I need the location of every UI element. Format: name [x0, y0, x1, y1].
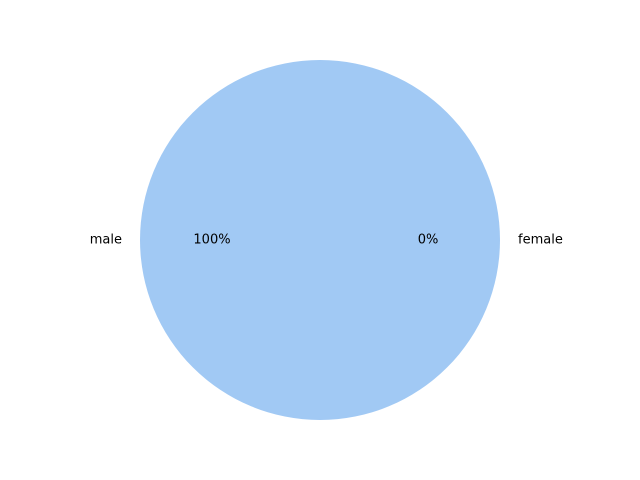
pie-slices [140, 60, 500, 420]
pct-label-male: 100% [193, 233, 230, 248]
slice-label-male: male [90, 233, 122, 248]
pie-labels: 100% male 0% female [90, 233, 563, 248]
pie-slice-male [140, 60, 500, 420]
pct-label-female: 0% [418, 233, 439, 248]
slice-label-female: female [518, 233, 563, 248]
